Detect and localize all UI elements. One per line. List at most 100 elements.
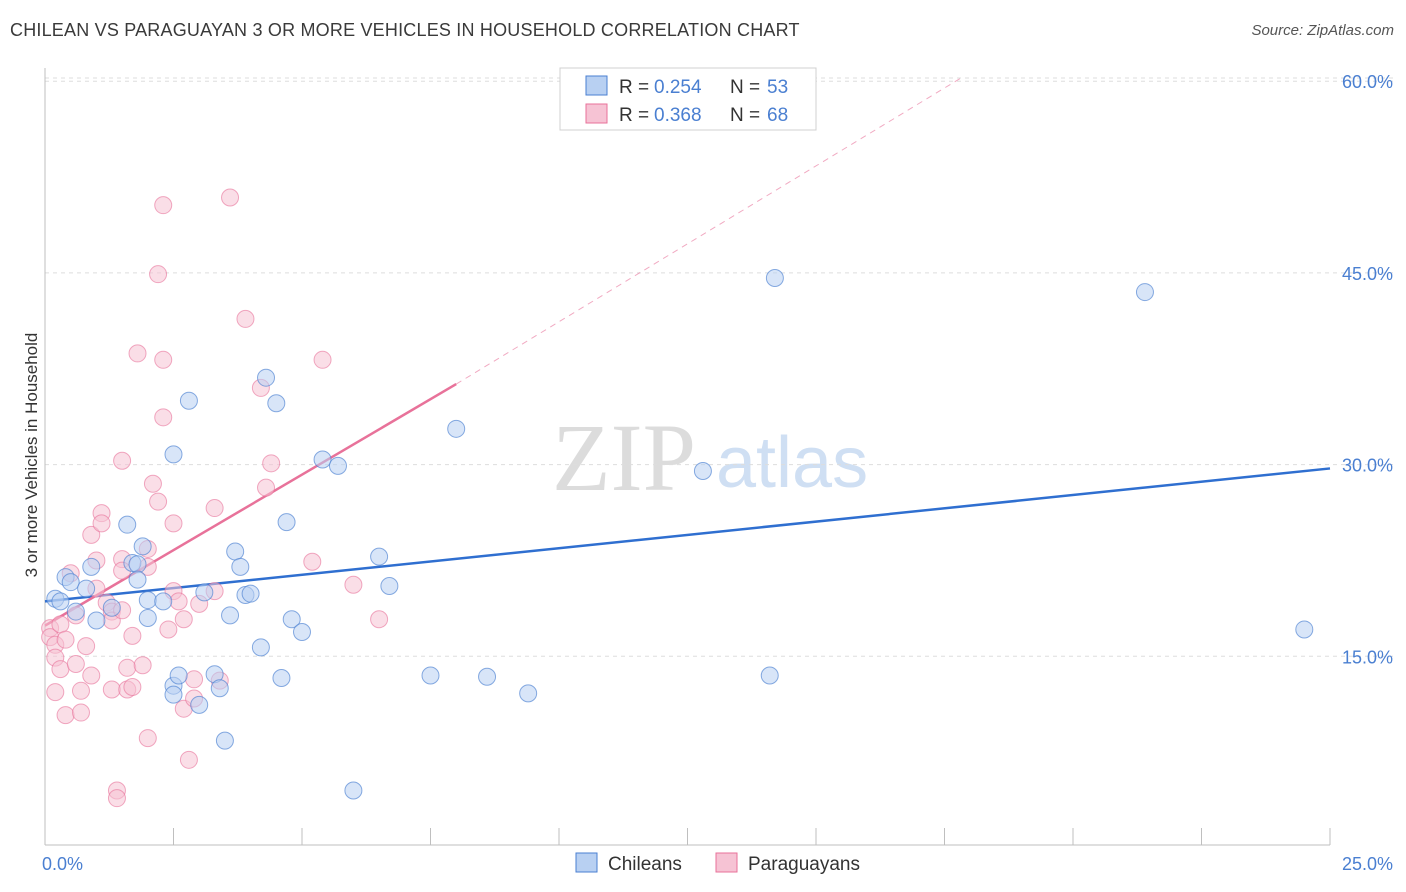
chileans-point-40	[328, 456, 347, 475]
legend-swatch-chileans	[585, 75, 608, 96]
paraguayans-point-6	[51, 660, 70, 679]
trend-lines	[44, 78, 1331, 627]
chileans-point-19	[164, 445, 183, 464]
chileans-point-13	[133, 537, 152, 556]
chileans-point-45	[447, 419, 466, 438]
axes	[44, 68, 1331, 846]
chileans-point-21	[179, 391, 198, 410]
chileans-point-52	[1295, 620, 1314, 639]
chileans-point-10	[128, 555, 147, 574]
chileans-point-26	[215, 731, 234, 750]
bottom-legend-swatch-paraguayans	[715, 852, 738, 873]
x-tick-label-1: 25.0%	[1342, 854, 1393, 874]
chileans-point-29	[231, 557, 250, 576]
chileans-point-37	[282, 610, 301, 629]
bottom-legend-label-paraguayans: Paraguayans	[748, 854, 860, 875]
chileans-point-18	[164, 685, 183, 704]
paraguayans-point-31	[118, 658, 137, 677]
chileans-point-35	[272, 669, 291, 688]
paraguayans-point-14	[77, 637, 96, 656]
chileans-point-50	[765, 269, 784, 288]
paraguayans-point-15	[82, 666, 101, 685]
paraguayans-point-7	[56, 630, 75, 649]
paraguayans-point-44	[154, 408, 173, 427]
paraguayans-point-34	[123, 677, 142, 696]
paraguayans-point-41	[149, 265, 168, 284]
legend-n-value-chileans: 53	[767, 77, 788, 98]
chileans-trend-line	[44, 467, 1331, 603]
series-legend: Chileans Paraguayans	[575, 852, 860, 875]
chart-title: CHILEAN VS PARAGUAYAN 3 OR MORE VEHICLES…	[10, 20, 800, 40]
paraguayans-point-39	[138, 729, 157, 748]
paraguayans-point-64	[303, 552, 322, 571]
paraguayans-point-45	[154, 350, 173, 369]
chileans-point-46	[478, 667, 497, 686]
paraguayans-point-12	[71, 703, 90, 722]
paraguayans-points	[41, 188, 389, 808]
paraguayans-point-50	[174, 610, 193, 629]
legend-swatch-paraguayans	[585, 103, 608, 124]
y-tick-label-0: 15.0%	[1342, 647, 1393, 667]
chileans-point-1	[51, 592, 70, 611]
chileans-point-43	[380, 577, 399, 596]
chileans-point-36	[277, 513, 296, 532]
chileans-point-8	[102, 598, 121, 617]
chileans-point-14	[138, 608, 157, 627]
paraguayans-point-8	[56, 706, 75, 725]
paraguayans-point-26	[107, 789, 126, 808]
chileans-point-31	[241, 584, 260, 603]
paraguayans-point-28	[113, 451, 132, 470]
paraguayans-point-43	[154, 196, 173, 215]
paraguayans-point-59	[221, 188, 240, 207]
chileans-point-12	[128, 570, 147, 589]
chileans-point-27	[221, 606, 240, 625]
chileans-point-38	[293, 623, 311, 642]
paraguayans-point-65	[313, 350, 332, 369]
paraguayans-point-62	[257, 478, 276, 497]
paraguayans-point-40	[143, 474, 162, 493]
y-axis-label: 3 or more Vehicles in Household	[22, 333, 41, 578]
legend-n-label-paraguayans: N =	[730, 105, 760, 126]
paraguayans-point-5	[51, 615, 70, 634]
chileans-point-15	[138, 591, 157, 610]
chileans-point-47	[519, 684, 538, 703]
chileans-point-22	[190, 695, 209, 714]
legend-r-value-chileans: 0.254	[654, 77, 702, 98]
watermark-atlas: atlas	[716, 423, 868, 503]
chileans-point-4	[66, 602, 85, 621]
legend-r-label-chileans: R =	[619, 77, 649, 98]
chileans-point-20	[169, 666, 188, 685]
legend-n-value-paraguayans: 68	[767, 105, 788, 126]
bottom-legend-label-chileans: Chileans	[608, 854, 682, 875]
paraguayans-point-35	[128, 344, 147, 363]
chileans-point-23	[195, 583, 214, 602]
paraguayans-point-42	[149, 492, 168, 511]
chileans-point-39	[313, 450, 332, 469]
chileans-point-6	[82, 557, 101, 576]
paraguayans-point-67	[370, 610, 389, 629]
paraguayans-point-20	[92, 514, 111, 533]
chileans-point-3	[61, 573, 80, 592]
paraguayans-point-24	[102, 680, 121, 699]
chileans-point-5	[77, 579, 96, 598]
paraguayans-point-52	[179, 750, 198, 769]
y-tick-label-2: 45.0%	[1342, 264, 1393, 284]
chileans-point-41	[344, 781, 363, 800]
paraguayans-point-47	[164, 514, 183, 533]
chileans-point-28	[226, 542, 245, 561]
chileans-point-25	[210, 679, 229, 698]
chileans-point-48	[693, 461, 712, 480]
source-credit: Source: ZipAtlas.com	[1251, 22, 1394, 39]
chileans-point-32	[251, 638, 270, 657]
legend-r-value-paraguayans: 0.368	[654, 105, 702, 126]
chileans-point-34	[267, 394, 286, 413]
paraguayans-trend-line	[44, 383, 457, 627]
x-tick-label-0: 0.0%	[42, 854, 83, 874]
watermark-zip: ZIP	[552, 404, 696, 511]
paraguayans-point-63	[262, 454, 281, 473]
paraguayans-point-36	[133, 656, 152, 675]
chileans-point-44	[421, 666, 440, 685]
chileans-point-7	[87, 611, 106, 630]
y-tick-label-3: 60.0%	[1342, 72, 1393, 92]
